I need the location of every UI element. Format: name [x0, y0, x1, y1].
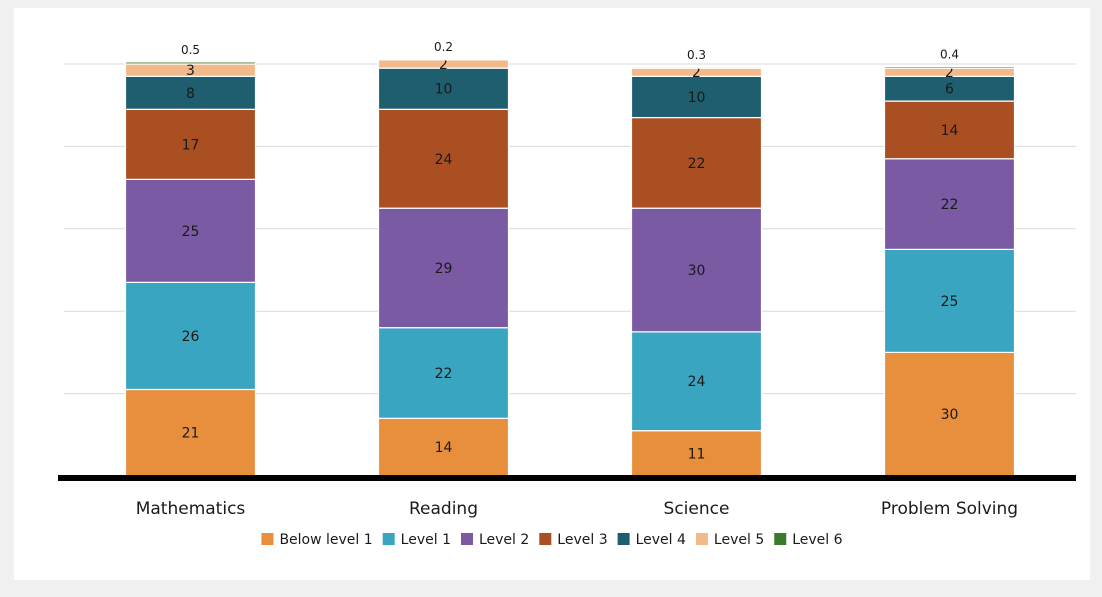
data-label: 0.2 — [434, 40, 453, 54]
category-labels: Mathematics Reading Science Problem Solving — [136, 499, 1018, 519]
data-label: 30 — [941, 407, 959, 423]
data-label: 24 — [688, 374, 706, 390]
data-label: 0.4 — [940, 47, 959, 61]
bar-segment — [883, 248, 1016, 353]
legend-swatch — [460, 533, 473, 545]
data-label: 29 — [435, 261, 453, 277]
category-label: Problem Solving — [881, 499, 1018, 519]
category-label: Mathematics — [136, 499, 246, 519]
stacked-bar-chart: 21262517830.5142229241020.2112430221020.… — [58, 40, 1076, 548]
legend-label: Level 3 — [557, 532, 607, 548]
data-label: 26 — [182, 329, 200, 345]
data-label: 24 — [435, 152, 453, 168]
bar-segment — [377, 108, 510, 209]
data-label: 30 — [688, 263, 706, 279]
bar-segment — [883, 158, 1016, 250]
bar-segment — [883, 65, 1016, 69]
category-label: Reading — [409, 499, 478, 519]
bar-segment — [630, 430, 763, 477]
legend-swatch — [539, 533, 552, 545]
bar-segment — [630, 331, 763, 432]
data-label: 14 — [941, 123, 959, 139]
legend-swatch — [617, 533, 630, 545]
bars: 21262517830.5142229241020.2112430221020.… — [124, 40, 1016, 477]
data-label: 21 — [182, 426, 200, 442]
data-label: 10 — [435, 82, 453, 98]
bar-segment — [377, 417, 510, 477]
data-label: 3 — [186, 63, 195, 79]
bar-segment — [124, 281, 257, 391]
data-label: 22 — [435, 366, 453, 382]
legend-label: Level 5 — [714, 532, 764, 548]
bar-segment — [124, 178, 257, 283]
data-label: 11 — [688, 446, 706, 462]
data-label: 22 — [688, 156, 706, 172]
data-label: 0.3 — [687, 48, 706, 62]
bar-segment — [124, 61, 257, 65]
data-label: 22 — [941, 197, 959, 213]
legend-label: Level 2 — [479, 532, 529, 548]
bar-segment — [377, 67, 510, 110]
data-label: 8 — [186, 86, 195, 102]
legend-label: Level 4 — [636, 532, 686, 548]
data-label: 25 — [182, 224, 200, 240]
data-label: 17 — [182, 137, 200, 153]
data-label: 6 — [945, 82, 954, 98]
legend-swatch — [382, 533, 395, 545]
bar-segment — [883, 75, 1016, 102]
bar-segment — [377, 207, 510, 329]
legend-swatch — [774, 533, 787, 545]
bar-segment — [630, 75, 763, 119]
data-label: 25 — [941, 294, 959, 310]
bar-segment — [630, 66, 763, 69]
data-label: 2 — [945, 65, 954, 81]
bar-segment — [377, 58, 510, 61]
bar-segment — [883, 351, 1016, 477]
legend-swatch — [261, 533, 274, 545]
legend: Below level 1 Level 1 Level 2 Level 3 Level … — [261, 532, 843, 548]
bar-segment — [630, 207, 763, 333]
legend-label: Level 1 — [401, 532, 451, 548]
legend-swatch — [695, 533, 708, 545]
legend-label: Below level 1 — [279, 532, 372, 548]
chart-frame: 21 26 25 17 8 3 0.5 14 22 29 24 10 2 0.2 11 24 30 22 10 2 0.… — [14, 8, 1090, 580]
data-label: 14 — [435, 440, 453, 456]
legend-label: Level 6 — [792, 532, 842, 548]
data-label: 2 — [692, 65, 701, 81]
category-label: Science — [664, 499, 730, 519]
data-label: 2 — [439, 57, 448, 73]
bar-segment — [124, 75, 257, 110]
data-label: 10 — [688, 90, 706, 106]
data-label: 0.5 — [181, 43, 200, 57]
